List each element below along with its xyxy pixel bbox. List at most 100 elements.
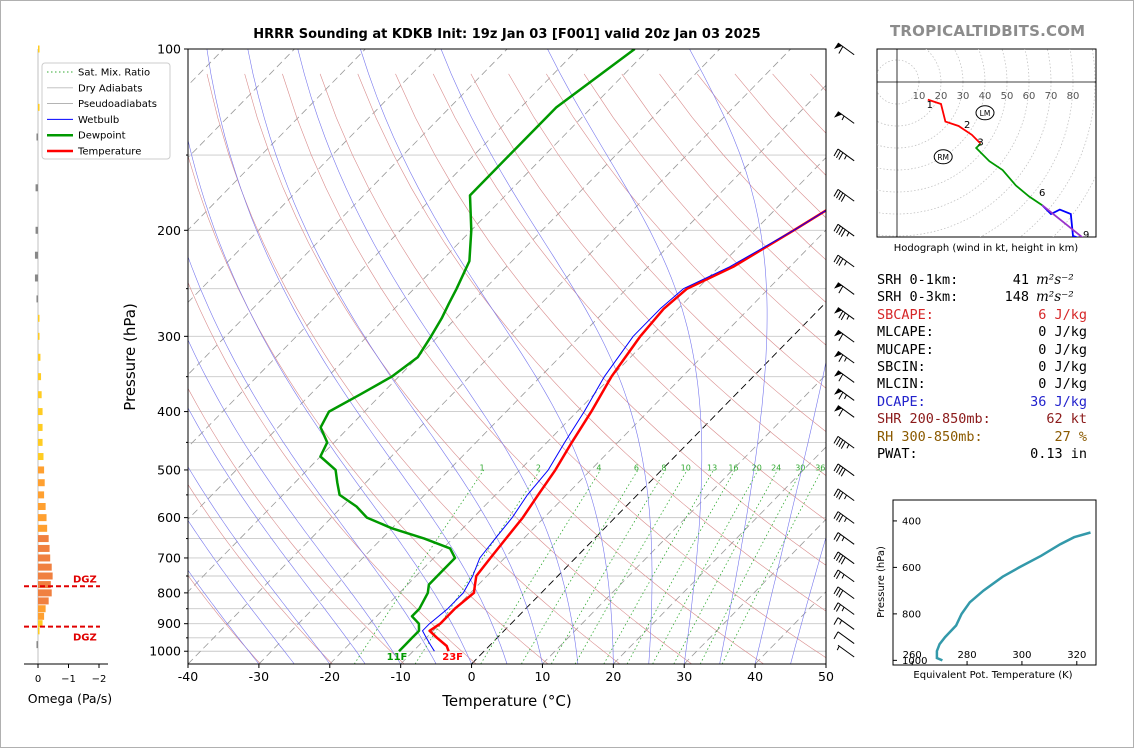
mixing-ratio-line: [521, 469, 639, 664]
pseudoadiabat: [188, 407, 366, 664]
temperature-surface-label: 23F: [442, 652, 463, 663]
barb-half: [844, 494, 847, 500]
barb-full: [835, 190, 841, 199]
stat-unit: m²s⁻²: [1036, 272, 1074, 288]
hodograph-marker-label: RM: [937, 153, 949, 162]
barb-staff: [837, 223, 855, 237]
barb-full: [833, 463, 839, 472]
y-tick-label: 300: [157, 329, 181, 344]
barb-full: [840, 312, 846, 321]
y-tick-label: 500: [157, 462, 181, 477]
mixing-ratio-line: [626, 469, 736, 664]
wind-barb: [833, 148, 855, 162]
barb-full: [833, 551, 839, 560]
stat-label: SRH 0-3km:: [877, 289, 959, 306]
stat-value-text: 0 J/kg: [1038, 341, 1087, 358]
pseudoadiabat: [188, 569, 260, 664]
omega-tick-label: −1: [61, 674, 76, 685]
barb-full: [840, 194, 846, 202]
dry-adiabat: [188, 387, 405, 664]
y-axis-label: Pressure (hPa): [121, 303, 139, 411]
legend-entry: Pseudoadiabats: [78, 99, 157, 110]
pseudoadiabat: [206, 49, 508, 664]
stat-row: MLCAPE: 0 J/kg: [877, 324, 1107, 341]
theta-e-x-tick-label: 280: [958, 650, 977, 661]
stat-value: 27 %: [989, 429, 1087, 446]
barb-full: [833, 254, 839, 263]
stat-row: RH 300-850mb: 27 %: [877, 429, 1107, 446]
barb-full: [838, 439, 844, 448]
barb-full: [838, 514, 844, 523]
dry-adiabat: [357, 73, 826, 612]
omega-bar: [38, 514, 47, 522]
theta-e-y-label: Pressure (hPa): [876, 546, 887, 618]
barb-full: [835, 225, 841, 234]
theta-e-x-tick-label: 260: [903, 650, 922, 661]
x-tick-label: 50: [818, 669, 834, 684]
omega-bar: [38, 491, 45, 499]
barb-full: [833, 224, 839, 232]
dry-adiabat: [583, 73, 826, 346]
wind-barb: [834, 370, 855, 383]
hodograph-ring-label: 20: [935, 91, 948, 102]
mixing-ratio-label: 4: [596, 464, 601, 473]
pseudoadiabat: [188, 519, 295, 664]
stat-value: 0 J/kg: [989, 359, 1087, 376]
theta-e-x-tick-label: 320: [1067, 650, 1086, 661]
wind-barb: [834, 111, 855, 124]
barb-full: [840, 468, 846, 477]
x-tick-label: -20: [320, 669, 340, 684]
omega-bar: [36, 133, 38, 141]
pseudoadiabat: [188, 466, 331, 664]
hodograph-segment: [1041, 204, 1084, 237]
barb-full: [833, 631, 839, 640]
omega-bar: [38, 332, 40, 340]
barb-pennant: [834, 370, 843, 377]
barb-full: [838, 227, 844, 236]
skewt-axes-frame: [187, 48, 827, 665]
barb-full: [838, 333, 844, 342]
stat-value-text: 0 J/kg: [1038, 358, 1087, 375]
hodograph-ring-label: 60: [1023, 91, 1036, 102]
barb-half: [841, 536, 845, 542]
x-tick-label: -10: [390, 669, 410, 684]
barb-full: [838, 285, 844, 294]
wind-barb: [834, 388, 855, 401]
barb-full: [835, 490, 841, 498]
mixing-ratio-label: 6: [634, 464, 639, 473]
barb-full: [838, 408, 844, 417]
isotherm-line: [188, 49, 650, 520]
wind-barb: [833, 617, 855, 630]
barb-half: [844, 154, 847, 160]
barb-full: [835, 604, 841, 612]
stat-value: 36 J/kg: [989, 394, 1087, 411]
barb-full: [838, 467, 844, 475]
dgz-label: DGZ: [73, 633, 97, 644]
wind-barb: [836, 644, 855, 658]
barb-full: [838, 391, 844, 400]
dry-adiabat: [188, 281, 477, 664]
wind-barb: [833, 602, 855, 615]
dry-adiabat: [508, 73, 826, 433]
x-tick-label: 10: [534, 669, 550, 684]
stat-row: PWAT: 0.13 in: [877, 446, 1107, 463]
stat-row: MLCIN: 0 J/kg: [877, 376, 1107, 393]
barb-staff: [837, 188, 855, 202]
dry-adiabat: [546, 73, 826, 389]
mixing-ratio-line: [699, 469, 803, 664]
mixing-ratio-label: 13: [707, 464, 717, 473]
barb-pennant: [834, 330, 843, 337]
stat-label: PWAT:: [877, 445, 918, 462]
barb-half: [841, 115, 845, 121]
x-tick-label: 20: [605, 669, 621, 684]
stat-value-text: 6 J/kg: [1038, 306, 1087, 323]
hodograph-segment: [1041, 204, 1079, 237]
mixing-ratio-line: [414, 469, 541, 664]
hodograph-marker-label: LM: [980, 109, 991, 118]
theta-e-y-tick-label: 1000: [902, 656, 927, 667]
y-tick-label: 400: [157, 404, 181, 419]
pseudoadiabat: [297, 49, 579, 664]
barb-full: [833, 511, 839, 519]
x-tick-label: 0: [468, 669, 476, 684]
skewt-axes: -40 -30 -20 -10 0 10 20 30 40 50 100 200 300 400 500 60…: [121, 42, 834, 711]
